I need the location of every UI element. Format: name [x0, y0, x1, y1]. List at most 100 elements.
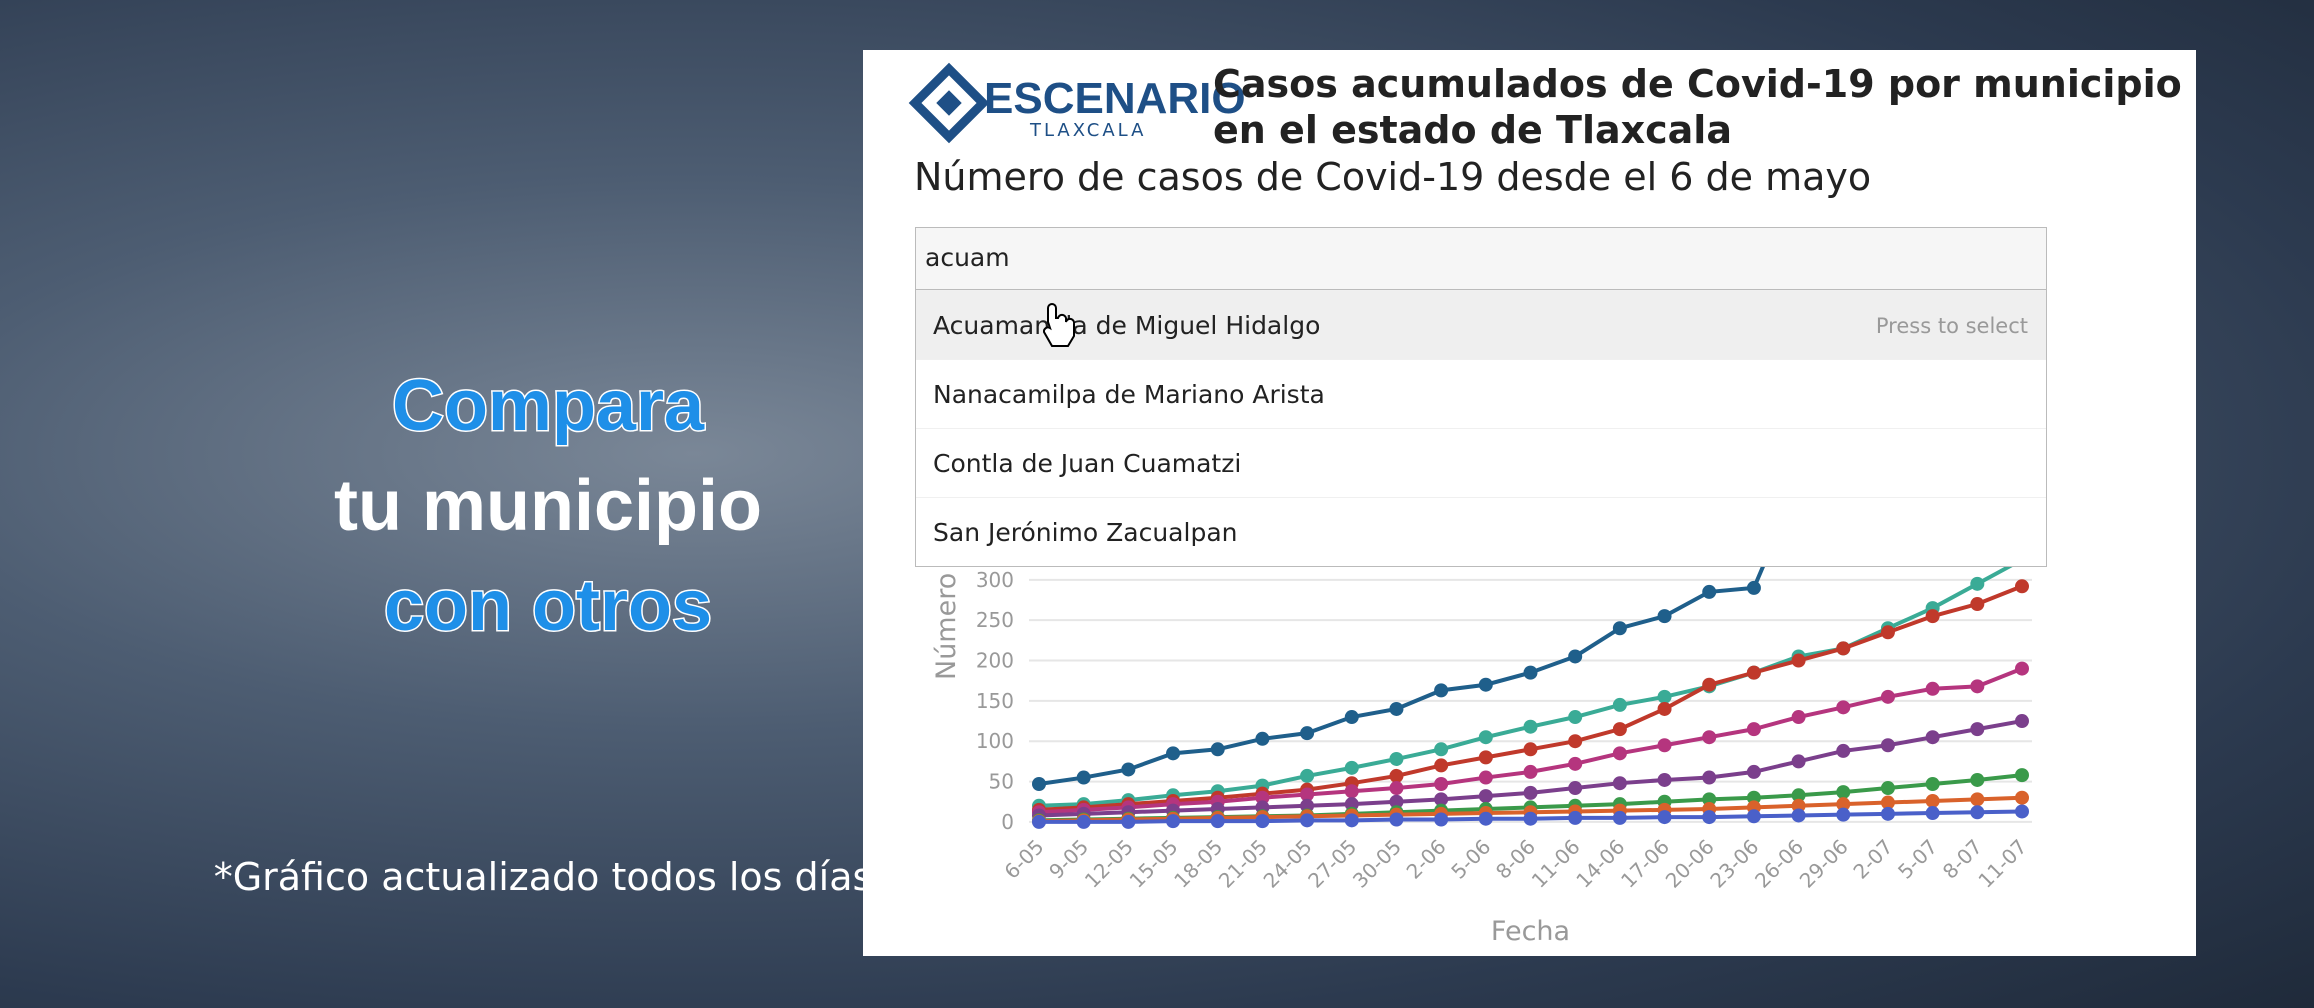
x-tick-label: 29-06: [1795, 835, 1853, 893]
data-point: [1300, 726, 1315, 741]
data-point: [1523, 764, 1538, 779]
data-point: [1300, 768, 1315, 783]
data-point: [1568, 710, 1583, 725]
x-tick-label: 30-05: [1348, 835, 1406, 893]
x-tick-label: 2-06: [1402, 835, 1451, 884]
y-tick-label: 0: [1001, 810, 1014, 834]
data-point: [2015, 804, 2029, 819]
data-point: [1925, 806, 1940, 821]
option[interactable]: Contla de Juan Cuamatzi: [916, 428, 2046, 497]
data-point: [2015, 790, 2029, 805]
data-point: [1210, 814, 1225, 829]
x-tick-label: 12-05: [1080, 835, 1138, 893]
data-point: [1389, 768, 1404, 783]
data-point: [1166, 746, 1181, 761]
data-point: [1836, 807, 1851, 822]
x-tick-label: 5-07: [1893, 835, 1942, 884]
x-tick-label: 2-07: [1848, 835, 1897, 884]
data-point: [1389, 781, 1404, 796]
data-point: [1255, 790, 1270, 805]
data-point: [1657, 609, 1672, 624]
data-point: [1657, 689, 1672, 704]
data-point: [1523, 811, 1538, 826]
update-note: *Gráfico actualizado todos los días: [213, 855, 873, 899]
y-tick-label: 150: [976, 689, 1014, 713]
data-point: [1478, 730, 1493, 745]
data-point: [1434, 683, 1449, 698]
data-point: [1434, 742, 1449, 757]
data-point: [1746, 764, 1761, 779]
data-point: [1836, 797, 1851, 812]
data-point: [1389, 812, 1404, 827]
y-tick-label: 250: [976, 608, 1014, 632]
data-point: [1970, 597, 1985, 612]
data-point: [1836, 641, 1851, 656]
option[interactable]: Acuamanala de Miguel Hidalgo Press to sel…: [916, 290, 2046, 359]
data-point: [1255, 814, 1270, 829]
data-point: [1702, 677, 1717, 692]
data-point: [1523, 665, 1538, 680]
data-point: [1478, 811, 1493, 826]
data-point: [1746, 665, 1761, 680]
option-label: Contla de Juan Cuamatzi: [933, 449, 1242, 478]
data-point: [1344, 710, 1359, 725]
data-point: [1970, 805, 1985, 820]
data-point: [1702, 810, 1717, 825]
data-point: [1434, 792, 1449, 807]
x-tick-label: 6-05: [999, 835, 1048, 884]
data-point: [1880, 781, 1895, 796]
data-point: [1478, 789, 1493, 804]
data-point: [1746, 580, 1761, 595]
data-point: [1925, 730, 1940, 745]
chart-title: en el estado de Tlaxcala: [1213, 108, 1732, 152]
data-point: [1434, 776, 1449, 791]
data-point: [2015, 714, 2029, 729]
option-label: San Jerónimo Zacualpan: [933, 518, 1238, 547]
x-tick-label: 14-06: [1571, 835, 1629, 893]
data-point: [1791, 710, 1806, 725]
data-point: [1255, 731, 1270, 746]
option[interactable]: Nanacamilpa de Mariano Arista: [916, 359, 2046, 428]
data-point: [1568, 810, 1583, 825]
option-hint: Press to select: [1875, 314, 2028, 338]
x-tick-label: 23-06: [1705, 835, 1763, 893]
data-point: [1970, 679, 1985, 694]
data-point: [1344, 784, 1359, 799]
chart-subtitle: Número de casos de Covid-19 desde el 6 d…: [914, 155, 1872, 199]
logo-name: ESCENARIO: [984, 74, 1246, 123]
data-point: [1657, 701, 1672, 716]
data-point: [1389, 751, 1404, 766]
data-point: [1880, 738, 1895, 753]
search-input[interactable]: acuam: [916, 228, 2046, 290]
promo-text: tu municipio: [334, 466, 762, 546]
data-point: [1568, 734, 1583, 749]
data-point: [1925, 793, 1940, 808]
option-label: Acuamanala de Miguel Hidalgo: [933, 311, 1321, 340]
data-point: [1880, 625, 1895, 640]
data-point: [1970, 722, 1985, 737]
data-point: [1791, 788, 1806, 803]
chart-title: Casos acumulados de Covid-19 por municip…: [1213, 62, 2182, 106]
data-point: [1791, 808, 1806, 823]
x-tick-label: 11-06: [1527, 835, 1585, 893]
data-point: [1076, 814, 1091, 829]
data-point: [1612, 621, 1627, 636]
x-tick-label: 17-06: [1616, 835, 1674, 893]
data-point: [1300, 798, 1315, 813]
data-point: [1612, 697, 1627, 712]
x-tick-label: 24-05: [1259, 835, 1317, 893]
data-point: [1523, 785, 1538, 800]
data-point: [1612, 746, 1627, 761]
x-tick-label: 11-07: [1973, 835, 2031, 893]
data-point: [1657, 810, 1672, 825]
data-point: [2015, 661, 2029, 676]
data-point: [1970, 772, 1985, 787]
option[interactable]: San Jerónimo Zacualpan: [916, 497, 2046, 566]
data-point: [1836, 785, 1851, 800]
data-point: [2015, 579, 2029, 594]
data-point: [1880, 795, 1895, 810]
data-point: [1702, 770, 1717, 785]
data-point: [1746, 809, 1761, 824]
data-point: [1702, 584, 1717, 599]
